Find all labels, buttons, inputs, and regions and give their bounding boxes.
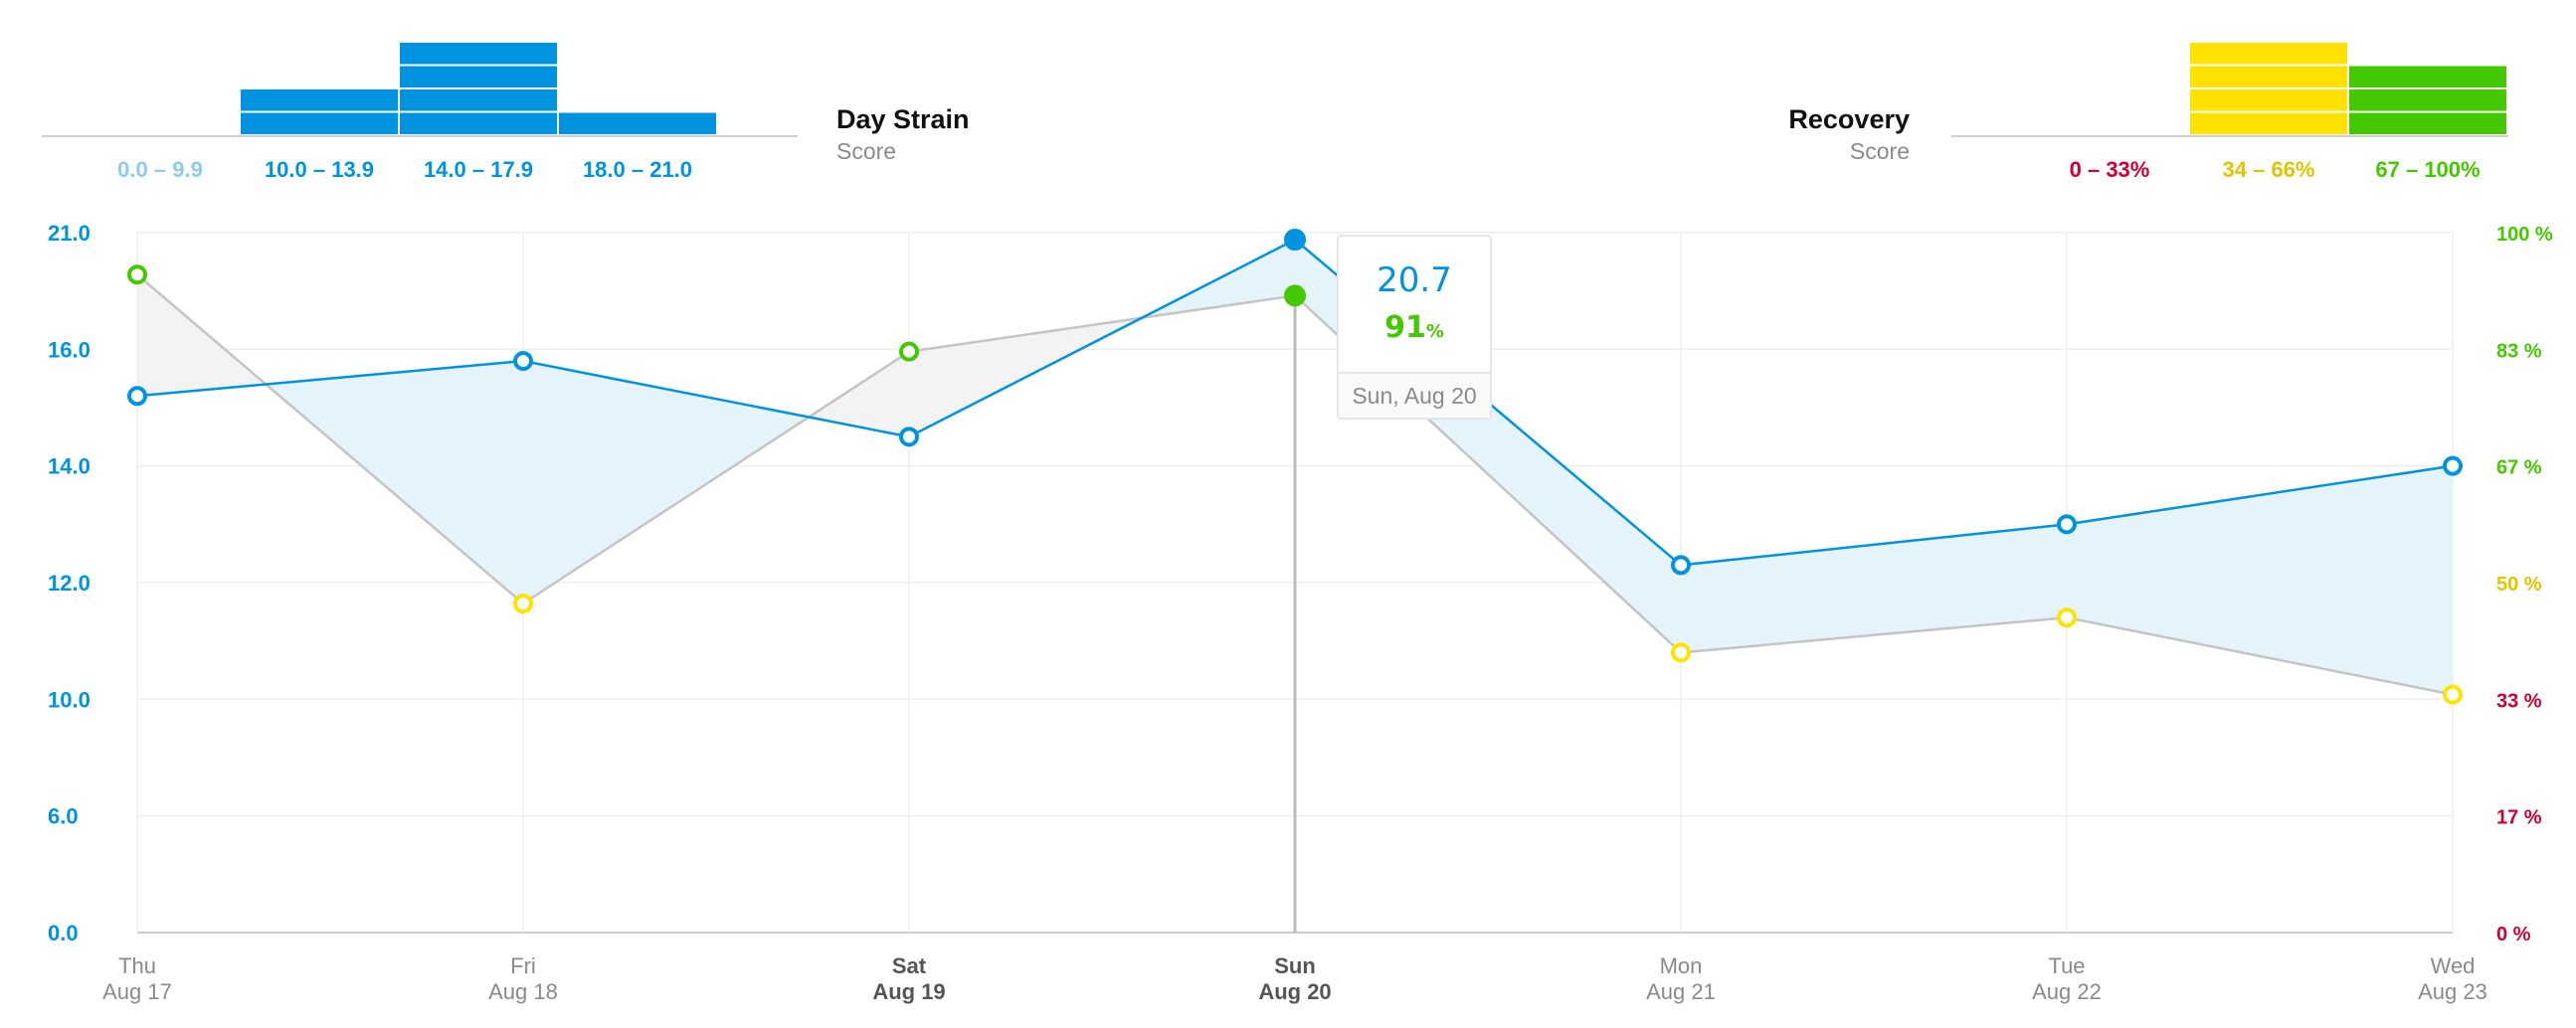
histogram-bin-label: 14.0 – 17.9 [424,157,533,182]
left-tick-label: 0.0 [48,921,79,945]
x-day-label: Tue [2048,953,2085,978]
recovery-point [899,341,919,362]
strain-histogram: 0.0 – 9.9 10.0 – 13.9 14.0 – 17.9 18.0 – 21… [42,43,970,182]
recovery-point [2443,684,2463,705]
x-day-label: Mon [1660,953,1703,978]
right-tick-label: 100 % [2496,224,2553,246]
histogram-bar-segment [2349,112,2506,134]
right-tick-label: 50 % [2496,574,2542,596]
histogram-bar-segment [400,89,557,111]
strain-point [1671,555,1691,576]
area-segment [2067,465,2453,695]
histogram-title: Recovery [1788,104,1910,134]
x-date-label: Aug 19 [872,979,945,1004]
right-tick-label: 33 % [2496,690,2542,712]
histogram-bin-label: 34 – 66% [2223,157,2315,182]
histogram-bar-segment [2190,43,2347,65]
area-segment [137,274,267,397]
axis-ticks: 21.0 16.0 14.0 12.0 10.0 6.0 0.0 100 % 83 % 67 % 5… [48,221,2553,945]
right-tick-label: 67 % [2496,457,2542,479]
histogram-bar-segment [2190,66,2347,87]
strain-point [2057,514,2077,535]
histogram-bar-segment [2190,112,2347,134]
strain-point [899,427,919,447]
right-tick-label: 17 % [2496,807,2542,829]
histogram-bar-segment [400,66,557,87]
tooltip-recovery-unit: % [1425,321,1444,342]
area-segment [809,351,909,437]
left-tick-label: 21.0 [48,221,91,246]
tooltip-recovery-number: 91 [1384,310,1426,345]
histogram-subtitle: Score [1850,138,1910,164]
histogram-bin-label: 0.0 – 9.9 [117,157,203,182]
recovery-histogram: 0 – 33% 34 – 66% 67 – 100% Recovery Score [1788,43,2508,182]
histogram-bin-label: 18.0 – 21.0 [583,157,692,182]
area-segment [523,361,810,604]
strain-point [513,351,533,372]
histogram-bar-segment [2349,89,2506,111]
x-day-label: Thu [118,953,156,978]
left-tick-label: 14.0 [48,454,91,479]
strain-point [2443,455,2463,476]
histogram-bin-label: 10.0 – 13.9 [265,157,374,182]
recovery-point [127,264,147,285]
recovery-point [1671,642,1691,663]
x-day-label: Sat [892,953,927,978]
x-day-label: Sun [1274,953,1316,978]
right-tick-label: 83 % [2496,340,2542,362]
strain-point [1284,229,1306,252]
x-date-label: Aug 18 [488,979,558,1004]
x-date-label: Aug 17 [102,979,172,1004]
histogram-bar-segment [400,43,557,65]
tooltip: 20.7 91% Sun, Aug 20 [1337,235,1492,420]
histogram-bar-segment [241,112,398,134]
strain-point [127,386,147,407]
histogram-bar-segment [241,89,398,111]
recovery-point [2057,607,2077,628]
left-tick-label: 16.0 [48,337,91,362]
histogram-bar-segment [2349,66,2506,87]
left-tick-label: 12.0 [48,571,91,596]
x-date-label: Aug 22 [2032,979,2102,1004]
x-day-label: Fri [510,953,536,978]
tooltip-date: Sun, Aug 20 [1339,372,1490,418]
area-segment [266,361,523,604]
left-tick-label: 10.0 [48,687,91,712]
recovery-point [513,594,533,614]
x-day-label: Wed [2431,953,2476,978]
histogram-bin-label: 0 – 33% [2070,157,2150,182]
tooltip-recovery-value: 91% [1339,310,1490,345]
data-points[interactable] [127,229,2463,705]
histogram-bar-segment [559,112,716,134]
tooltip-strain-value: 20.7 [1377,260,1452,300]
histogram-bar-segment [400,112,557,134]
recovery-point [1284,284,1306,307]
histogram-bar-segment [2190,89,2347,111]
histogram-bin-label: 67 – 100% [2375,157,2480,182]
area-segment [1681,524,2067,653]
histogram-title: Day Strain [836,104,970,134]
x-date-label: Aug 21 [1646,979,1716,1004]
x-date-label: Aug 20 [1258,979,1331,1004]
histogram-subtitle: Score [836,138,896,164]
x-date-label: Aug 23 [2418,979,2487,1004]
left-tick-label: 6.0 [48,804,79,829]
right-tick-label: 0 % [2496,924,2531,945]
